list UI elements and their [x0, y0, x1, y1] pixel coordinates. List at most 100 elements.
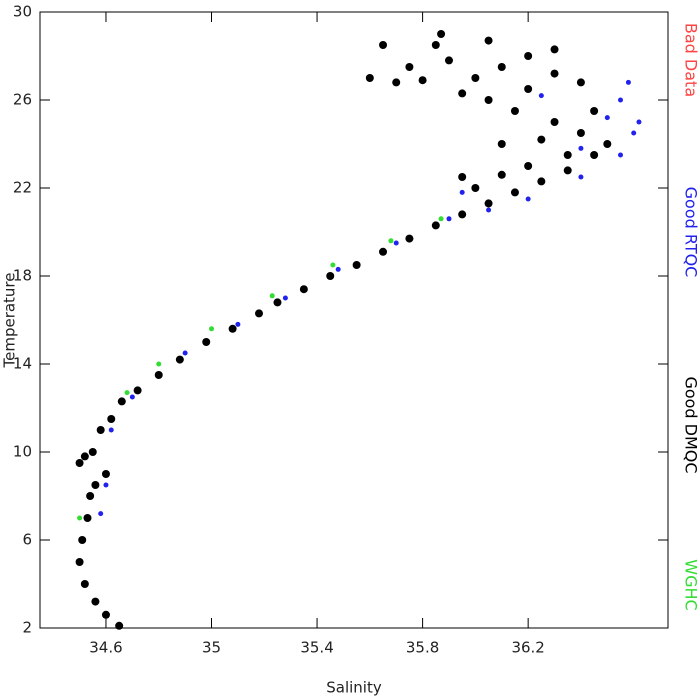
y-tick-label: 26 — [13, 91, 32, 109]
point — [75, 459, 84, 467]
point — [590, 151, 599, 159]
point — [459, 189, 465, 195]
point — [497, 170, 506, 179]
point — [486, 207, 492, 213]
point — [379, 247, 388, 256]
point — [392, 78, 401, 87]
point — [631, 130, 637, 136]
point — [80, 580, 89, 588]
point — [471, 74, 480, 82]
point — [96, 426, 105, 434]
point — [83, 514, 92, 522]
point — [537, 177, 546, 186]
point — [510, 107, 519, 115]
point — [576, 129, 585, 137]
x-tick-label: 34.6 — [89, 639, 122, 657]
point — [91, 481, 100, 489]
point — [365, 74, 374, 82]
point — [550, 69, 559, 78]
point — [182, 350, 188, 356]
point — [101, 470, 110, 478]
point — [202, 338, 211, 346]
point — [91, 597, 100, 606]
point — [352, 261, 361, 269]
point — [235, 321, 241, 327]
point — [563, 151, 572, 159]
y-tick-label: 14 — [13, 355, 32, 373]
point — [604, 115, 610, 121]
point — [625, 79, 631, 85]
legend-entry: WGHC — [682, 559, 700, 610]
point — [576, 78, 585, 87]
point — [484, 96, 493, 104]
point — [228, 324, 237, 333]
legend-entry: Good DMQC — [682, 376, 700, 473]
y-tick-label: 2 — [22, 619, 32, 637]
point — [444, 56, 453, 65]
point — [510, 188, 519, 197]
point — [282, 295, 288, 301]
point — [117, 397, 126, 406]
point — [330, 262, 336, 268]
point — [497, 63, 506, 71]
point — [524, 162, 533, 170]
point — [636, 119, 642, 125]
point — [388, 238, 394, 244]
plot-frame — [39, 11, 669, 629]
point — [497, 140, 506, 148]
point — [156, 361, 162, 367]
point — [255, 309, 264, 318]
point — [124, 390, 130, 396]
point — [471, 184, 480, 192]
point — [405, 63, 414, 71]
point — [209, 326, 215, 332]
point — [129, 394, 135, 400]
point — [86, 492, 95, 500]
point — [98, 511, 104, 517]
point — [405, 234, 414, 243]
point — [326, 272, 335, 280]
point — [484, 199, 493, 208]
point — [154, 371, 163, 379]
y-tick-label: 30 — [13, 3, 32, 21]
point — [458, 173, 467, 181]
point — [438, 216, 444, 222]
point — [80, 452, 89, 461]
y-tick-label: 10 — [13, 443, 32, 461]
point — [175, 355, 184, 364]
point — [379, 41, 388, 49]
y-tick-label: 6 — [22, 531, 32, 549]
point — [133, 386, 142, 395]
point — [431, 221, 440, 230]
point — [269, 293, 275, 299]
point — [618, 97, 624, 103]
x-tick-label: 35.8 — [406, 639, 439, 657]
point — [458, 210, 467, 219]
point — [103, 482, 109, 488]
point — [115, 621, 124, 630]
point — [88, 448, 97, 456]
point — [563, 166, 572, 175]
x-tick-label: 36.2 — [511, 639, 544, 657]
point — [78, 536, 87, 544]
point — [446, 216, 452, 222]
point — [590, 107, 599, 115]
point — [458, 89, 467, 98]
y-axis-label: Temperature — [1, 272, 19, 368]
legend-entry: Bad Data — [682, 23, 700, 97]
point — [524, 52, 533, 60]
y-tick-label: 18 — [13, 267, 32, 285]
point — [538, 93, 544, 99]
point — [108, 427, 114, 433]
point — [618, 152, 624, 158]
point — [77, 515, 83, 521]
x-tick-label: 35.4 — [300, 639, 333, 657]
x-tick-label: 35 — [202, 639, 221, 657]
y-tick-label: 22 — [13, 179, 32, 197]
point — [525, 196, 531, 202]
point — [550, 118, 559, 126]
point — [418, 76, 427, 85]
point — [484, 36, 493, 45]
legend-entry: Good RTQC — [682, 187, 700, 278]
